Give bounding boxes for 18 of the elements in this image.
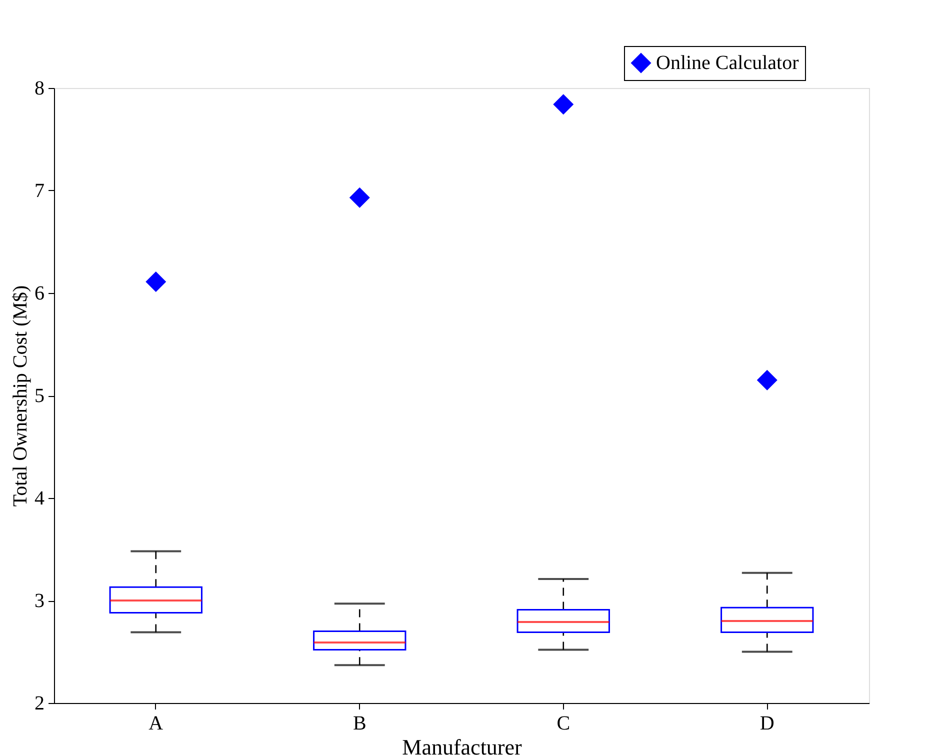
y-axis-title: Total Ownership Cost (M$) [10, 285, 32, 507]
x-axis-title: Manufacturer [402, 734, 523, 755]
legend-label: Online Calculator [656, 52, 800, 74]
y-tick-label: 6 [34, 282, 44, 304]
y-tick-label: 2 [34, 692, 44, 714]
y-tick-label: 8 [34, 78, 44, 100]
x-tick-label: C [556, 712, 570, 734]
point [553, 94, 574, 115]
y-tick-label: 7 [34, 180, 44, 202]
point [756, 370, 778, 390]
y-tick-label: 3 [34, 590, 44, 612]
x-tick-label: B [352, 712, 366, 734]
x-tick-label: A [148, 712, 164, 734]
point [349, 187, 370, 208]
point [146, 271, 166, 292]
x-tick-label: D [760, 712, 774, 734]
y-tick-label: 4 [34, 488, 44, 510]
y-tick-label: 5 [34, 385, 44, 407]
